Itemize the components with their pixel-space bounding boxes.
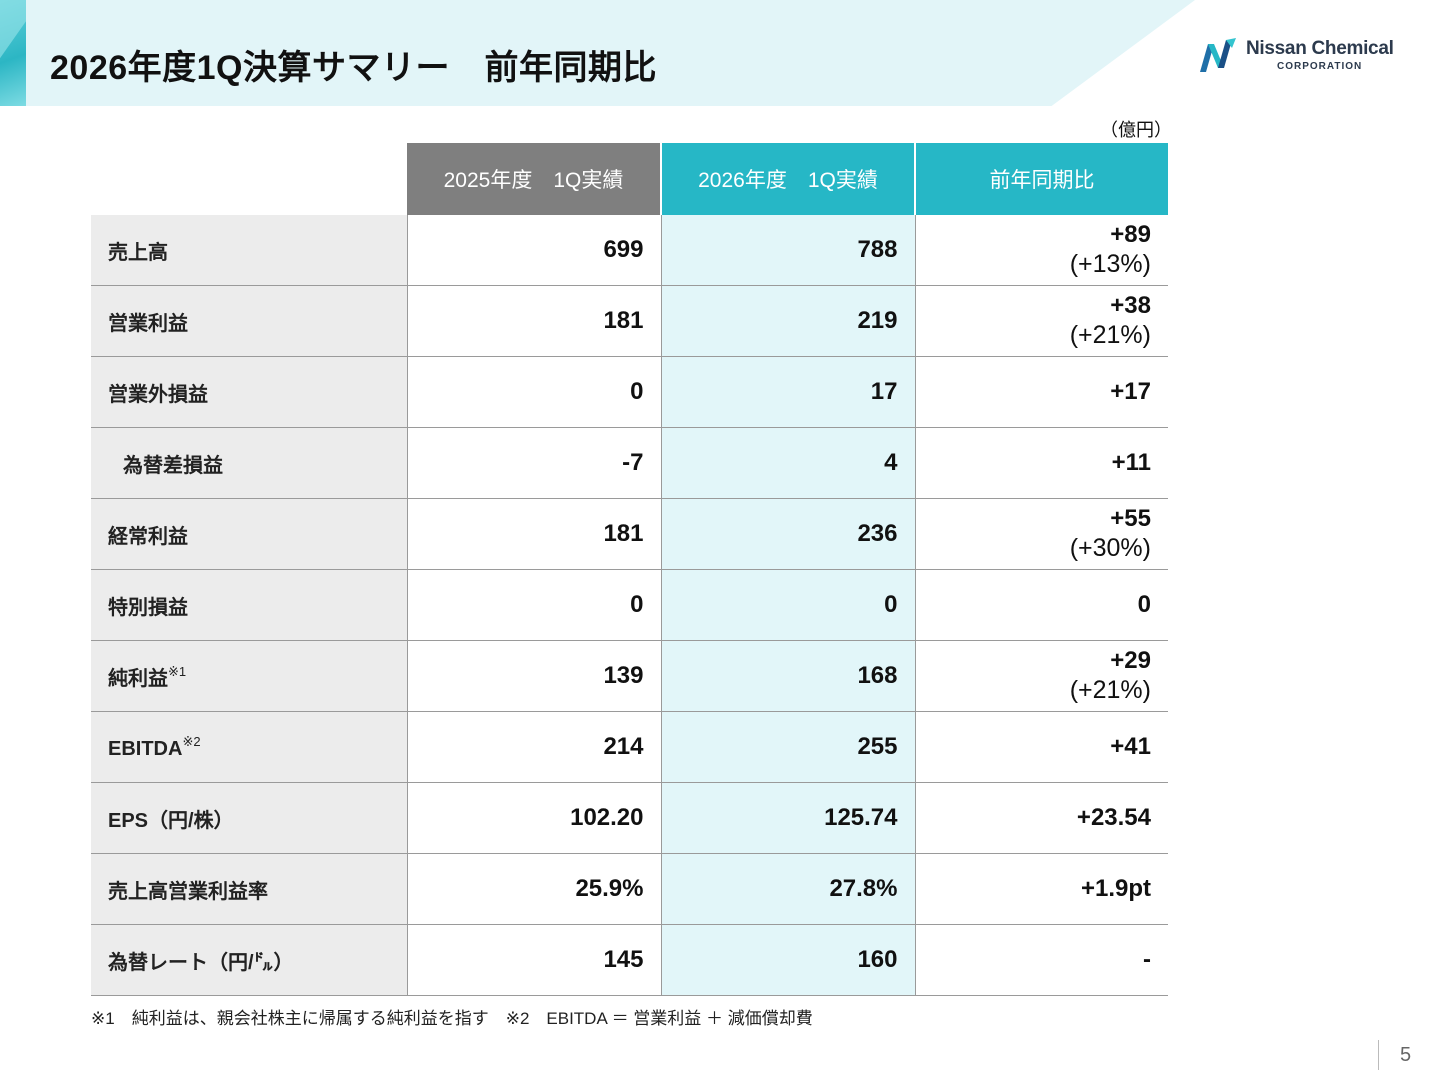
unit-label: （億円） <box>1100 120 1172 140</box>
row-label: 営業外損益 <box>91 356 407 428</box>
page-title: 2026年度1Q決算サマリー 前年同期比 <box>50 49 657 87</box>
yoy-value: +23.54 <box>914 782 1168 854</box>
yoy-pct: (+21%) <box>1069 676 1151 704</box>
nissan-chemical-logo-icon <box>1200 38 1236 72</box>
prev-value: 0 <box>406 356 661 428</box>
row-label: 営業利益 <box>91 285 407 357</box>
title-band <box>0 0 1195 106</box>
page-number-divider <box>1378 1040 1379 1070</box>
yoy-diff: +41 <box>1110 733 1151 760</box>
yoy-diff: +11 <box>1111 449 1151 476</box>
row-label: 特別損益 <box>91 569 407 641</box>
footnote: ※1 純利益は、親会社株主に帰属する純利益を指す ※2 EBITDA ＝ 営業利… <box>91 1009 813 1028</box>
logo-sub: CORPORATION <box>1277 61 1363 72</box>
yoy-diff: +17 <box>1110 378 1151 405</box>
prev-value: 25.9% <box>406 853 661 925</box>
current-value: 160 <box>660 924 915 996</box>
row-label: 売上高営業利益率 <box>91 853 407 925</box>
prev-value: 0 <box>406 569 661 641</box>
table-row: 売上高営業利益率 25.9% 27.8% +1.9pt <box>91 853 1168 925</box>
row-label: 経常利益 <box>91 498 407 570</box>
current-value: 17 <box>660 356 915 428</box>
yoy-diff: - <box>1143 946 1151 973</box>
current-value: 255 <box>660 711 915 783</box>
current-value: 788 <box>660 215 915 286</box>
yoy-diff: +23.54 <box>1076 804 1151 831</box>
table-row: EPS（円/株） 102.20 125.74 +23.54 <box>91 782 1168 854</box>
header-current-year: 2026年度 1Q実績 <box>661 143 916 215</box>
current-value: 4 <box>660 427 915 499</box>
yoy-value: +1.9pt <box>914 853 1168 925</box>
current-value: 219 <box>660 285 915 357</box>
prev-value: 699 <box>406 215 661 286</box>
row-label: 為替レート（円/㌦） <box>91 924 407 996</box>
yoy-value: +38 (+21%) <box>914 285 1168 357</box>
table-row: 為替レート（円/㌦） 145 160 - <box>91 924 1168 996</box>
yoy-diff: +38 <box>1110 292 1151 319</box>
page-number: 5 <box>1400 1044 1412 1066</box>
current-value: 125.74 <box>660 782 915 854</box>
prev-value: 102.20 <box>406 782 661 854</box>
footnote-ref: ※2 <box>182 733 201 749</box>
table-row: 経常利益 181 236 +55 (+30%) <box>91 498 1168 570</box>
yoy-value: +55 (+30%) <box>914 498 1168 570</box>
company-logo: Nissan Chemical CORPORATION <box>1198 38 1398 74</box>
yoy-diff: 0 <box>1137 591 1151 618</box>
header-yoy: 前年同期比 <box>915 143 1168 215</box>
yoy-diff: +55 <box>1110 505 1151 532</box>
header-blank <box>91 143 407 215</box>
table-row: 特別損益 0 0 0 <box>91 569 1168 641</box>
table-row: 純利益※1 139 168 +29 (+21%) <box>91 640 1168 712</box>
yoy-value: +29 (+21%) <box>914 640 1168 712</box>
table-row: 営業利益 181 219 +38 (+21%) <box>91 285 1168 357</box>
yoy-value: 0 <box>914 569 1168 641</box>
yoy-value: - <box>914 924 1168 996</box>
yoy-value: +17 <box>914 356 1168 428</box>
row-label: 為替差損益 <box>91 427 407 499</box>
current-value: 0 <box>660 569 915 641</box>
prev-value: 181 <box>406 285 661 357</box>
prev-value: 214 <box>406 711 661 783</box>
prev-value: 181 <box>406 498 661 570</box>
yoy-value: +41 <box>914 711 1168 783</box>
yoy-diff: +29 <box>1110 647 1151 674</box>
prev-value: 139 <box>406 640 661 712</box>
row-label: EBITDA※2 <box>91 711 407 783</box>
yoy-value: +89 (+13%) <box>914 215 1168 286</box>
yoy-pct: (+21%) <box>1069 321 1151 349</box>
prev-value: 145 <box>406 924 661 996</box>
table-row: 営業外損益 0 17 +17 <box>91 356 1168 428</box>
prev-value: -7 <box>406 427 661 499</box>
row-label: EPS（円/株） <box>91 782 407 854</box>
current-value: 27.8% <box>660 853 915 925</box>
logo-name: Nissan Chemical <box>1246 38 1394 59</box>
yoy-diff: +89 <box>1110 221 1151 248</box>
table-row: 売上高 699 788 +89 (+13%) <box>91 215 1168 286</box>
row-label: 純利益※1 <box>91 640 407 712</box>
yoy-pct: (+13%) <box>1069 250 1151 278</box>
footnote-ref: ※1 <box>168 663 187 679</box>
row-label: 売上高 <box>91 215 407 286</box>
summary-table: 2025年度 1Q実績 2026年度 1Q実績 前年同期比 売上高 699 78… <box>91 143 1168 996</box>
header-prev-year: 2025年度 1Q実績 <box>407 143 662 215</box>
current-value: 236 <box>660 498 915 570</box>
yoy-diff: +1.9pt <box>1080 875 1151 902</box>
table-row: 為替差損益 -7 4 +11 <box>91 427 1168 499</box>
table-header-row: 2025年度 1Q実績 2026年度 1Q実績 前年同期比 <box>91 143 1168 215</box>
current-value: 168 <box>660 640 915 712</box>
yoy-pct: (+30%) <box>1069 534 1151 562</box>
yoy-value: +11 <box>914 427 1168 499</box>
table-row: EBITDA※2 214 255 +41 <box>91 711 1168 783</box>
